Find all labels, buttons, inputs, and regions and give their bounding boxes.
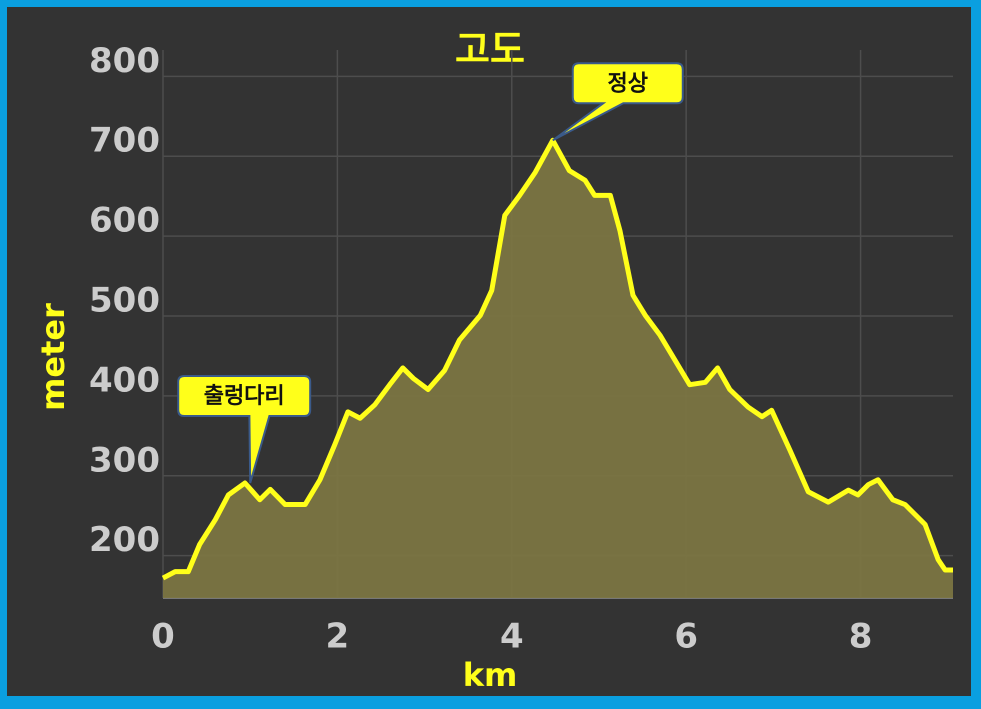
y-axis-label: meter	[34, 303, 72, 411]
y-tick-label: 200	[89, 520, 160, 560]
y-tick-label: 600	[89, 201, 160, 241]
x-tick-label: 2	[326, 617, 350, 657]
x-tick-label: 4	[500, 617, 524, 657]
y-tick-label: 500	[89, 281, 160, 321]
x-tick-label: 8	[849, 617, 873, 657]
elevation-line	[161, 137, 953, 581]
annotation-label: 출렁다리	[204, 384, 285, 409]
x-axis-label: km	[463, 656, 518, 694]
y-tick-label: 700	[89, 121, 160, 161]
annotation-label: 정상	[608, 71, 648, 96]
y-tick-label: 400	[89, 360, 160, 400]
chart-title: 고도	[455, 28, 525, 72]
y-tick-label: 300	[89, 440, 160, 480]
y-tick-label: 800	[89, 41, 160, 81]
callout	[552, 62, 684, 142]
x-tick-label: 6	[674, 617, 698, 657]
callout	[177, 374, 312, 484]
area-fill	[163, 140, 953, 598]
x-tick-label: 0	[151, 617, 175, 657]
